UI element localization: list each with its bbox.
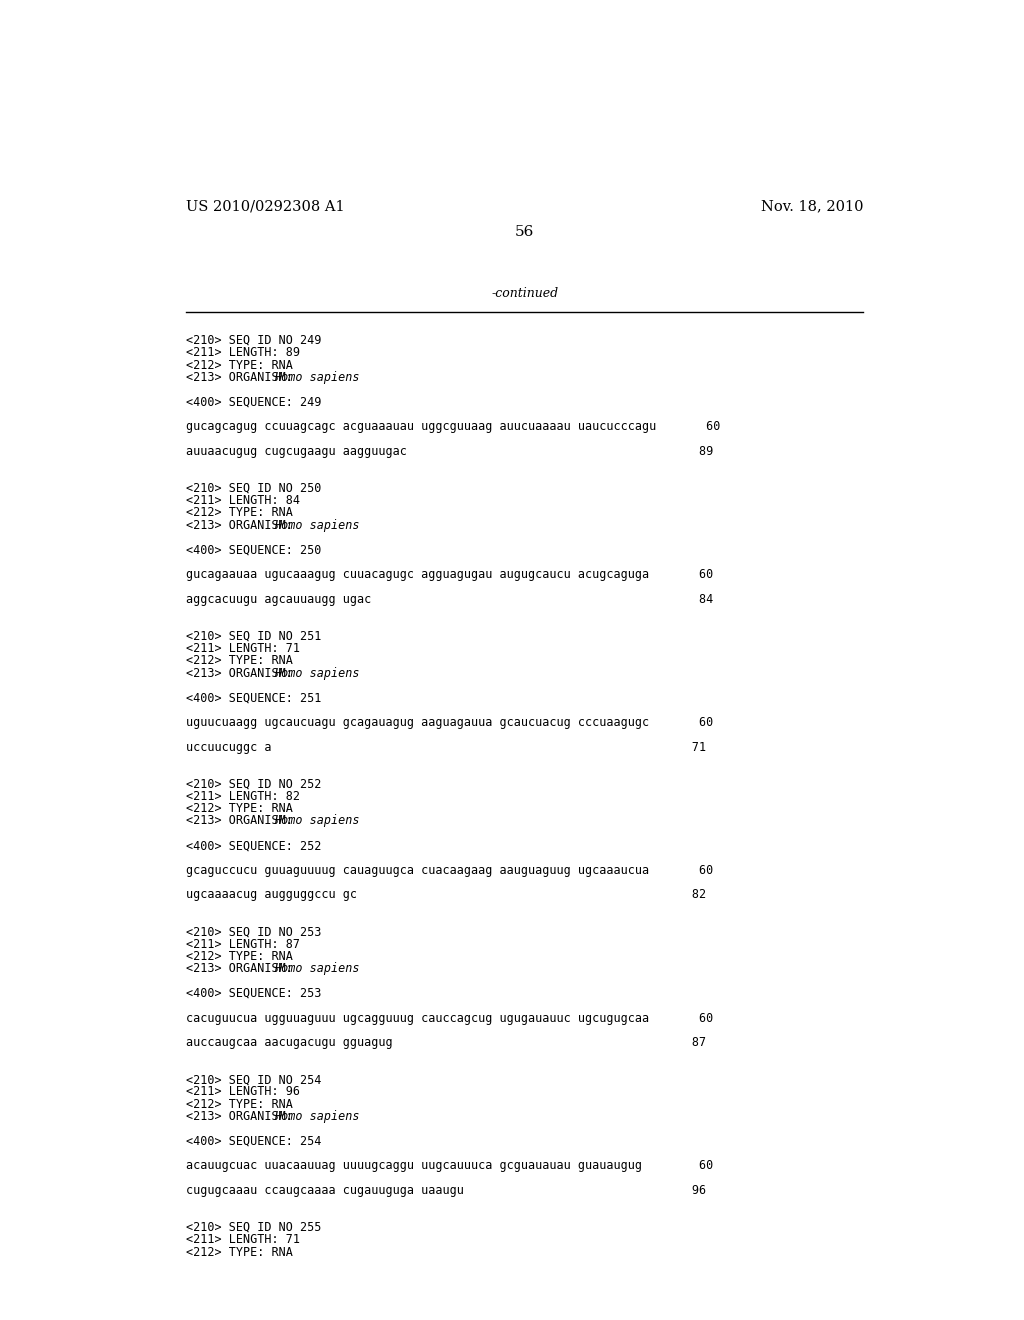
Text: <213> ORGANISM:: <213> ORGANISM: [186,667,300,680]
Text: <212> TYPE: RNA: <212> TYPE: RNA [186,1098,293,1111]
Text: <213> ORGANISM:: <213> ORGANISM: [186,962,300,975]
Text: <213> ORGANISM:: <213> ORGANISM: [186,814,300,828]
Text: <212> TYPE: RNA: <212> TYPE: RNA [186,803,293,816]
Text: <400> SEQUENCE: 252: <400> SEQUENCE: 252 [186,840,322,853]
Text: Homo sapiens: Homo sapiens [274,814,359,828]
Text: <212> TYPE: RNA: <212> TYPE: RNA [186,1246,293,1259]
Text: <211> LENGTH: 89: <211> LENGTH: 89 [186,346,300,359]
Text: <211> LENGTH: 84: <211> LENGTH: 84 [186,494,300,507]
Text: uguucuaagg ugcaucuagu gcagauagug aaguagauua gcaucuacug cccuaagugc       60: uguucuaagg ugcaucuagu gcagauagug aaguaga… [186,715,714,729]
Text: <400> SEQUENCE: 251: <400> SEQUENCE: 251 [186,692,322,705]
Text: ugcaaaacug augguggccu gc                                               82: ugcaaaacug augguggccu gc 82 [186,888,707,902]
Text: <210> SEQ ID NO 249: <210> SEQ ID NO 249 [186,334,322,347]
Text: <213> ORGANISM:: <213> ORGANISM: [186,371,300,384]
Text: <400> SEQUENCE: 250: <400> SEQUENCE: 250 [186,544,322,557]
Text: gucagaauaa ugucaaagug cuuacagugc agguagugau augugcaucu acugcaguga       60: gucagaauaa ugucaaagug cuuacagugc agguagu… [186,568,714,581]
Text: Homo sapiens: Homo sapiens [274,667,359,680]
Text: <210> SEQ ID NO 254: <210> SEQ ID NO 254 [186,1073,322,1086]
Text: cugugcaaau ccaugcaaaa cugauuguga uaaugu                                96: cugugcaaau ccaugcaaaa cugauuguga uaaugu … [186,1184,707,1197]
Text: <212> TYPE: RNA: <212> TYPE: RNA [186,950,293,964]
Text: acauugcuac uuacaauuag uuuugcaggu uugcauuuca gcguauauau guauaugug        60: acauugcuac uuacaauuag uuuugcaggu uugcauu… [186,1159,714,1172]
Text: gucagcagug ccuuagcagc acguaaauau uggcguuaag auucuaaaau uaucucccagu       60: gucagcagug ccuuagcagc acguaaauau uggcguu… [186,420,721,433]
Text: <211> LENGTH: 82: <211> LENGTH: 82 [186,789,300,803]
Text: <210> SEQ ID NO 252: <210> SEQ ID NO 252 [186,777,322,791]
Text: <212> TYPE: RNA: <212> TYPE: RNA [186,507,293,520]
Text: <210> SEQ ID NO 251: <210> SEQ ID NO 251 [186,630,322,643]
Text: <210> SEQ ID NO 255: <210> SEQ ID NO 255 [186,1221,322,1234]
Text: <211> LENGTH: 96: <211> LENGTH: 96 [186,1085,300,1098]
Text: 56: 56 [515,224,535,239]
Text: gcaguccucu guuaguuuug cauaguugca cuacaagaag aauguaguug ugcaaaucua       60: gcaguccucu guuaguuuug cauaguugca cuacaag… [186,863,714,876]
Text: <212> TYPE: RNA: <212> TYPE: RNA [186,359,293,372]
Text: Homo sapiens: Homo sapiens [274,519,359,532]
Text: <400> SEQUENCE: 253: <400> SEQUENCE: 253 [186,987,322,1001]
Text: auuaacugug cugcugaagu aagguugac                                         89: auuaacugug cugcugaagu aagguugac 89 [186,445,714,458]
Text: cacuguucua ugguuaguuu ugcagguuug cauccagcug ugugauauuc ugcugugcaa       60: cacuguucua ugguuaguuu ugcagguuug cauccag… [186,1011,714,1024]
Text: auccaugcaa aacugacugu gguagug                                          87: auccaugcaa aacugacugu gguagug 87 [186,1036,707,1049]
Text: uccuucuggc a                                                           71: uccuucuggc a 71 [186,741,707,754]
Text: <210> SEQ ID NO 253: <210> SEQ ID NO 253 [186,925,322,939]
Text: -continued: -continued [492,286,558,300]
Text: <210> SEQ ID NO 250: <210> SEQ ID NO 250 [186,482,322,495]
Text: aggcacuugu agcauuaugg ugac                                              84: aggcacuugu agcauuaugg ugac 84 [186,593,714,606]
Text: <211> LENGTH: 87: <211> LENGTH: 87 [186,937,300,950]
Text: Homo sapiens: Homo sapiens [274,371,359,384]
Text: US 2010/0292308 A1: US 2010/0292308 A1 [186,199,345,213]
Text: <400> SEQUENCE: 254: <400> SEQUENCE: 254 [186,1135,322,1148]
Text: <212> TYPE: RNA: <212> TYPE: RNA [186,655,293,668]
Text: <400> SEQUENCE: 249: <400> SEQUENCE: 249 [186,396,322,409]
Text: <211> LENGTH: 71: <211> LENGTH: 71 [186,1233,300,1246]
Text: Nov. 18, 2010: Nov. 18, 2010 [761,199,863,213]
Text: <211> LENGTH: 71: <211> LENGTH: 71 [186,642,300,655]
Text: Homo sapiens: Homo sapiens [274,962,359,975]
Text: <213> ORGANISM:: <213> ORGANISM: [186,519,300,532]
Text: Homo sapiens: Homo sapiens [274,1110,359,1123]
Text: <213> ORGANISM:: <213> ORGANISM: [186,1110,300,1123]
